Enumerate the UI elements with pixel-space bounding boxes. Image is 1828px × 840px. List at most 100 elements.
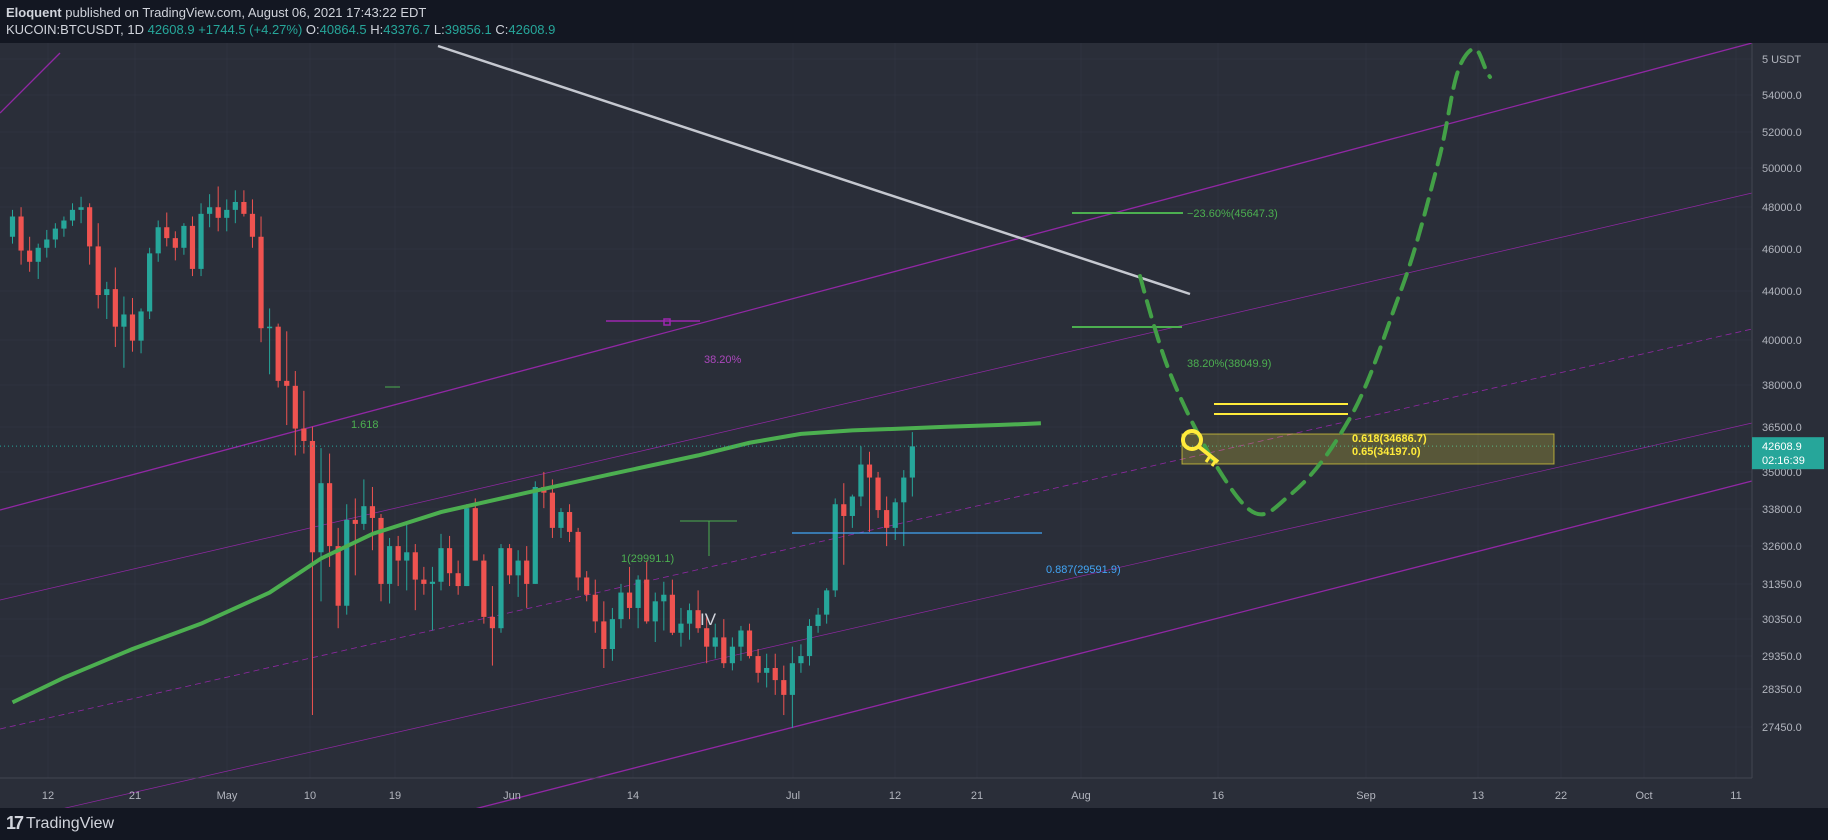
candle <box>798 644 804 673</box>
author-name[interactable]: Eloquent <box>6 5 62 20</box>
price-tag <box>1752 437 1824 470</box>
channel-line <box>0 192 1753 601</box>
candle <box>189 216 196 277</box>
candle-body <box>275 326 281 381</box>
chart-annotation: 38.20%(38049.9) <box>1187 358 1271 370</box>
candle-body <box>746 630 753 657</box>
candle <box>695 590 701 633</box>
candle-body <box>472 508 478 561</box>
candle-body <box>129 314 136 341</box>
candle <box>764 653 770 688</box>
candle <box>832 498 838 597</box>
candle-body <box>121 314 127 327</box>
time-axis[interactable]: 12 21 May 10 19 Jun 14 Jul 12 21 Aug 16 Sep 13 22 Oct 11 <box>0 777 1752 802</box>
candle-body <box>27 250 33 262</box>
candle-body <box>738 630 744 647</box>
candle <box>712 623 718 659</box>
chart-annotation: −23.60%(45647.3) <box>1187 208 1278 220</box>
time-tick-label: 22 <box>1555 790 1567 802</box>
candle <box>866 451 873 532</box>
candle <box>378 513 384 602</box>
candle <box>626 566 633 620</box>
candle <box>858 446 864 507</box>
candle <box>78 196 84 224</box>
candle <box>446 535 453 587</box>
candle-body <box>361 506 367 524</box>
candle-body <box>9 216 16 237</box>
price-tick-label: 33800.0 <box>1762 504 1802 516</box>
candle-body <box>892 502 898 528</box>
candle <box>772 653 778 695</box>
quote-line: KUCOIN:BTCUSDT, 1D 42608.9 +1744.5 (+4.2… <box>6 22 555 37</box>
price-tick-label: 32600.0 <box>1762 541 1802 553</box>
price-tick-label: 48000.0 <box>1762 202 1802 214</box>
candle <box>27 236 33 272</box>
candle <box>515 550 521 597</box>
publication-line: Eloquent published on TradingView.com, A… <box>6 5 426 20</box>
price-tick-label: 50000.0 <box>1762 163 1802 175</box>
moving-average-line <box>11 421 1041 705</box>
candle-body <box>575 531 581 578</box>
candle-body <box>755 656 761 673</box>
chart-annotation: 0.618(34686.7) <box>1352 433 1427 445</box>
candle-body <box>661 594 667 602</box>
tradingview-logo[interactable]: 17 TradingView <box>6 813 114 834</box>
candle <box>112 267 118 347</box>
footer: 17 TradingView <box>0 808 1828 840</box>
candle <box>644 560 650 624</box>
candle-body <box>686 610 693 624</box>
price-channels <box>0 43 1753 808</box>
candle <box>815 607 821 633</box>
candle <box>267 308 273 375</box>
candle-body <box>532 486 538 584</box>
candle-body <box>584 577 590 595</box>
candle-body <box>712 637 718 647</box>
candle <box>69 203 76 226</box>
candle-body <box>172 238 178 248</box>
candle-body <box>344 519 350 606</box>
candle <box>35 243 41 279</box>
candle <box>61 216 67 237</box>
candle-body <box>635 579 641 608</box>
candle <box>755 649 761 683</box>
candle-body <box>498 548 504 629</box>
price-chart[interactable]: −23.60%(45647.3) 38.20%(38049.9) 0.618(346… <box>0 43 1828 808</box>
candle <box>429 566 436 631</box>
candle-body <box>901 477 907 503</box>
candle <box>746 623 753 659</box>
chart-annotation: 0.887(29591.9) <box>1046 564 1121 576</box>
candle <box>395 535 401 587</box>
candle-body <box>515 560 521 576</box>
candle-body <box>446 548 453 574</box>
time-tick-label: 12 <box>42 790 54 802</box>
candle-body <box>318 483 324 553</box>
candle-body <box>729 646 735 664</box>
candle <box>438 533 444 591</box>
candle-body <box>806 625 813 657</box>
chart-annotation: 0.65(34197.0) <box>1352 446 1421 458</box>
chart-annotation: 1.618 <box>351 419 379 431</box>
candle <box>421 566 427 595</box>
candle-body <box>884 510 890 528</box>
price-axis[interactable]: 5 USDT 54000.0 52000.0 50000.0 48000.0 46000.… <box>1751 43 1824 778</box>
candle-body <box>704 628 710 647</box>
candle-body <box>352 519 358 524</box>
candle-body <box>455 573 461 587</box>
price-tick-label: 38000.0 <box>1762 380 1802 392</box>
candle-body <box>309 440 316 553</box>
candle <box>686 603 693 640</box>
price-tick-label: 5 USDT <box>1762 54 1801 66</box>
candle-body <box>326 483 333 547</box>
candle <box>352 498 358 576</box>
candle-body <box>524 560 530 584</box>
candle <box>592 579 598 633</box>
candle-body <box>772 667 778 681</box>
candle <box>498 544 504 633</box>
candle <box>309 426 316 716</box>
chart-background <box>0 43 1828 808</box>
price-tag-countdown: 02:16:39 <box>1762 455 1805 467</box>
candle <box>181 223 187 255</box>
symbol-label[interactable]: KUCOIN:BTCUSDT, 1D <box>6 22 144 37</box>
candles <box>9 186 915 728</box>
candle-body <box>164 227 170 239</box>
